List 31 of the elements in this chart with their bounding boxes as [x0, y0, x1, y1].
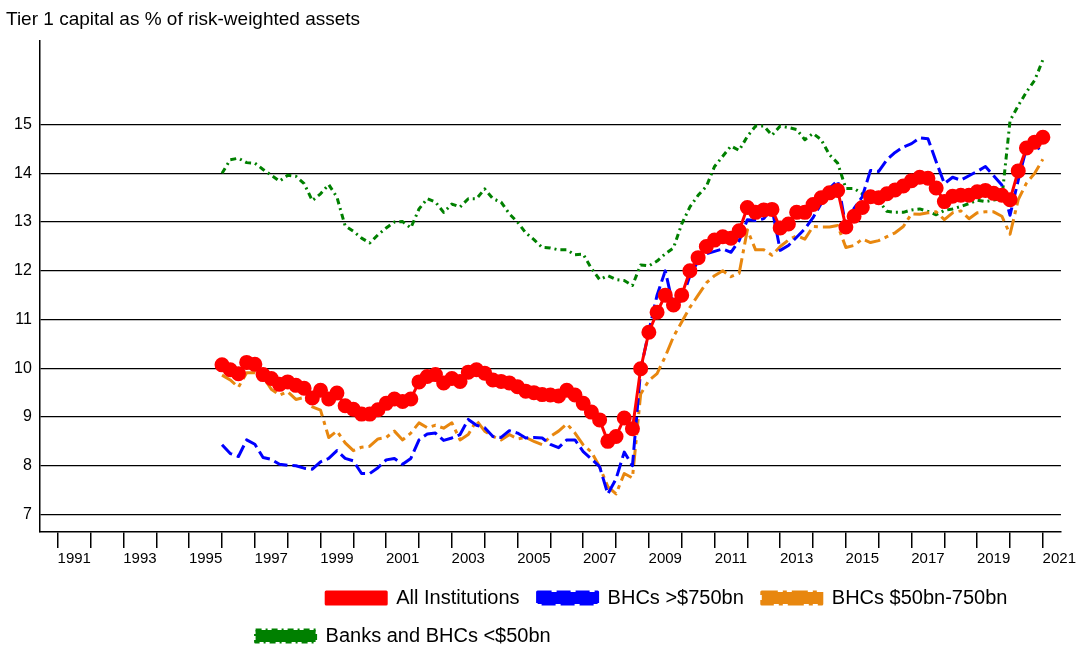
x-tick-label: 2007 — [582, 549, 617, 567]
legend-label: BHCs >$750bn — [607, 585, 744, 608]
x-tick-label: 1993 — [123, 549, 157, 567]
y-tick-label: 8 — [22, 456, 32, 474]
legend-label: BHCs $50bn-750bn — [831, 585, 1008, 608]
y-tick-label: 14 — [14, 163, 32, 181]
legend-label: Banks and BHCs <$50bn — [325, 623, 551, 646]
y-tick-label: 11 — [15, 309, 32, 327]
x-tick-label: 2009 — [648, 549, 682, 567]
legend-label: All Institutions — [396, 585, 520, 608]
x-tick-label: 2017 — [911, 549, 945, 567]
x-tick-label: 2019 — [976, 549, 1011, 567]
line-series — [220, 58, 1045, 287]
x-tick-label: 1991 — [57, 549, 91, 567]
x-tick-label: 1999 — [320, 549, 354, 567]
x-tick-label: 2011 — [714, 549, 748, 567]
y-tick-label: 10 — [14, 358, 32, 376]
x-tick-label: 1995 — [188, 549, 223, 567]
x-tick-label: 2001 — [385, 549, 420, 567]
y-tick-label: 7 — [22, 504, 32, 522]
y-tick-label: 12 — [14, 261, 32, 279]
x-tick-label: 1997 — [254, 549, 288, 567]
x-tick-label: 2015 — [845, 549, 879, 567]
x-tick-label: 2005 — [517, 549, 551, 567]
x-tick-label: 2021 — [1042, 549, 1076, 567]
x-tick-label: 2003 — [451, 549, 485, 567]
y-axis-title: Tier 1 capital as % of risk-weighted assets — [6, 7, 361, 29]
x-tick-label: 2013 — [779, 549, 814, 567]
y-tick-label: 13 — [14, 212, 32, 230]
y-tick-label: 9 — [22, 407, 32, 425]
y-tick-label: 15 — [14, 115, 32, 133]
